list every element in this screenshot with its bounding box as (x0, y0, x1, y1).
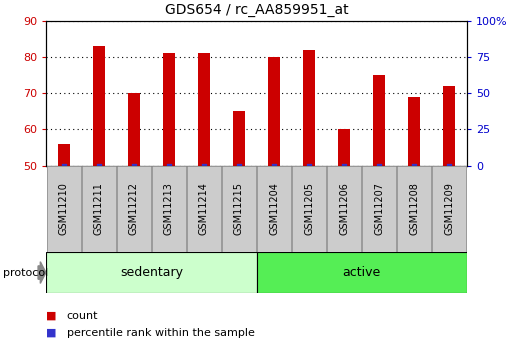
Bar (163, 53, 175, 166)
Point (270, 163, 278, 168)
Text: protocol: protocol (3, 268, 48, 277)
Text: GSM11215: GSM11215 (234, 182, 244, 235)
Bar (198, 53, 210, 166)
Bar (327, 166, 361, 252)
Bar (46, 252, 256, 293)
Point (200, 163, 208, 168)
Text: GSM11204: GSM11204 (269, 182, 279, 235)
Bar (257, 166, 291, 252)
Bar (128, 93, 140, 166)
Text: GSM11212: GSM11212 (129, 182, 139, 235)
Text: GSM11210: GSM11210 (58, 182, 69, 235)
Text: GSM11214: GSM11214 (199, 182, 209, 235)
Bar (93, 46, 105, 166)
Text: GSM11206: GSM11206 (339, 182, 349, 235)
Bar (408, 97, 420, 166)
Text: GSM11207: GSM11207 (374, 182, 384, 235)
Text: sedentary: sedentary (120, 266, 183, 279)
Bar (362, 166, 397, 252)
Text: GSM11205: GSM11205 (304, 182, 314, 235)
Bar (82, 166, 116, 252)
Bar (233, 111, 245, 166)
Bar (222, 166, 256, 252)
Point (305, 163, 313, 168)
Text: GSM11211: GSM11211 (94, 182, 104, 235)
Text: count: count (67, 311, 98, 321)
Text: percentile rank within the sample: percentile rank within the sample (67, 328, 254, 338)
Bar (116, 166, 151, 252)
Text: ■: ■ (46, 311, 56, 321)
Point (94, 163, 103, 168)
Point (235, 163, 243, 168)
Point (410, 163, 418, 168)
Text: active: active (343, 266, 381, 279)
Bar (268, 57, 280, 166)
Point (445, 163, 453, 168)
Point (375, 163, 383, 168)
Title: GDS654 / rc_AA859951_at: GDS654 / rc_AA859951_at (165, 3, 348, 17)
Point (165, 163, 173, 168)
Bar (152, 166, 186, 252)
Point (60, 163, 68, 168)
Bar (397, 166, 431, 252)
Bar (303, 50, 315, 166)
Bar (292, 166, 326, 252)
Bar (373, 75, 385, 166)
FancyArrow shape (38, 262, 46, 284)
Bar (443, 86, 456, 166)
Text: GSM11209: GSM11209 (444, 182, 455, 235)
Bar (57, 144, 70, 166)
Point (340, 163, 348, 168)
Bar (256, 252, 467, 293)
Bar (187, 166, 221, 252)
Text: GSM11208: GSM11208 (409, 182, 419, 235)
Text: GSM11213: GSM11213 (164, 182, 174, 235)
Bar (432, 166, 466, 252)
Point (130, 163, 138, 168)
Bar (47, 166, 81, 252)
Text: ■: ■ (46, 328, 56, 338)
Bar (338, 129, 350, 166)
